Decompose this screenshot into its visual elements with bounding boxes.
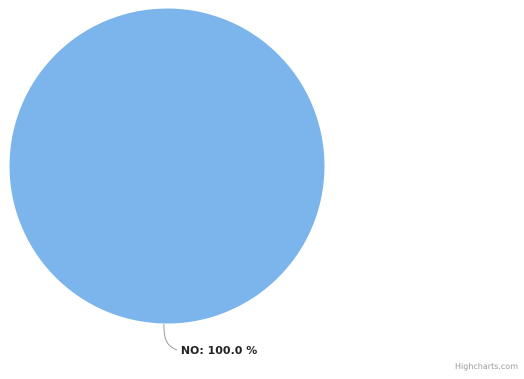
data-label-no: NO: 100.0 % xyxy=(181,344,257,357)
credits-link[interactable]: Highcharts.com xyxy=(455,362,518,371)
data-label-connectors xyxy=(163,323,178,351)
pie-slices xyxy=(8,7,326,325)
connector-no xyxy=(163,323,178,351)
data-labels: NO: 100.0 % xyxy=(181,344,257,357)
pie-slice-no[interactable] xyxy=(8,7,326,325)
